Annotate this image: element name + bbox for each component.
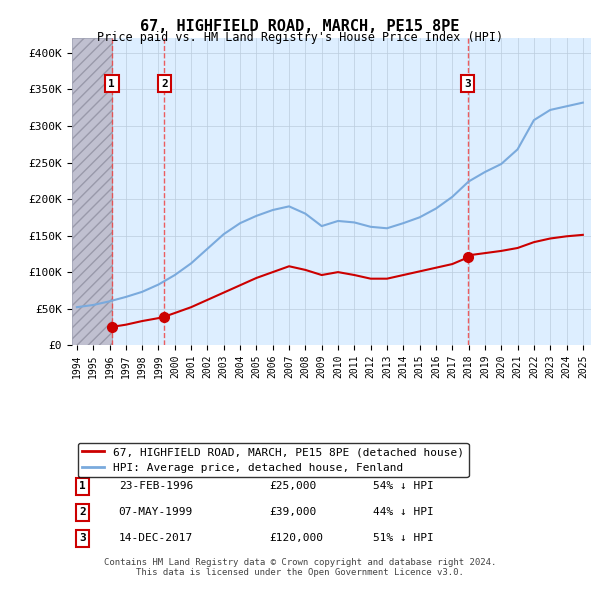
Text: £120,000: £120,000 bbox=[269, 533, 323, 543]
Text: Price paid vs. HM Land Registry's House Price Index (HPI): Price paid vs. HM Land Registry's House … bbox=[97, 31, 503, 44]
Text: 2: 2 bbox=[79, 507, 86, 517]
Legend: 67, HIGHFIELD ROAD, MARCH, PE15 8PE (detached house), HPI: Average price, detach: 67, HIGHFIELD ROAD, MARCH, PE15 8PE (det… bbox=[77, 442, 469, 477]
Text: 67, HIGHFIELD ROAD, MARCH, PE15 8PE: 67, HIGHFIELD ROAD, MARCH, PE15 8PE bbox=[140, 19, 460, 34]
Text: 14-DEC-2017: 14-DEC-2017 bbox=[119, 533, 193, 543]
Text: 07-MAY-1999: 07-MAY-1999 bbox=[119, 507, 193, 517]
Text: 51% ↓ HPI: 51% ↓ HPI bbox=[373, 533, 434, 543]
Text: 1: 1 bbox=[109, 78, 115, 88]
Text: Contains HM Land Registry data © Crown copyright and database right 2024.
This d: Contains HM Land Registry data © Crown c… bbox=[104, 558, 496, 577]
Text: £39,000: £39,000 bbox=[269, 507, 316, 517]
Text: 44% ↓ HPI: 44% ↓ HPI bbox=[373, 507, 434, 517]
Bar bbox=[72, 38, 112, 345]
Text: £25,000: £25,000 bbox=[269, 481, 316, 491]
Text: 3: 3 bbox=[464, 78, 471, 88]
Text: 54% ↓ HPI: 54% ↓ HPI bbox=[373, 481, 434, 491]
Text: 23-FEB-1996: 23-FEB-1996 bbox=[119, 481, 193, 491]
Text: 1: 1 bbox=[79, 481, 86, 491]
Text: 3: 3 bbox=[79, 533, 86, 543]
Text: 2: 2 bbox=[161, 78, 168, 88]
